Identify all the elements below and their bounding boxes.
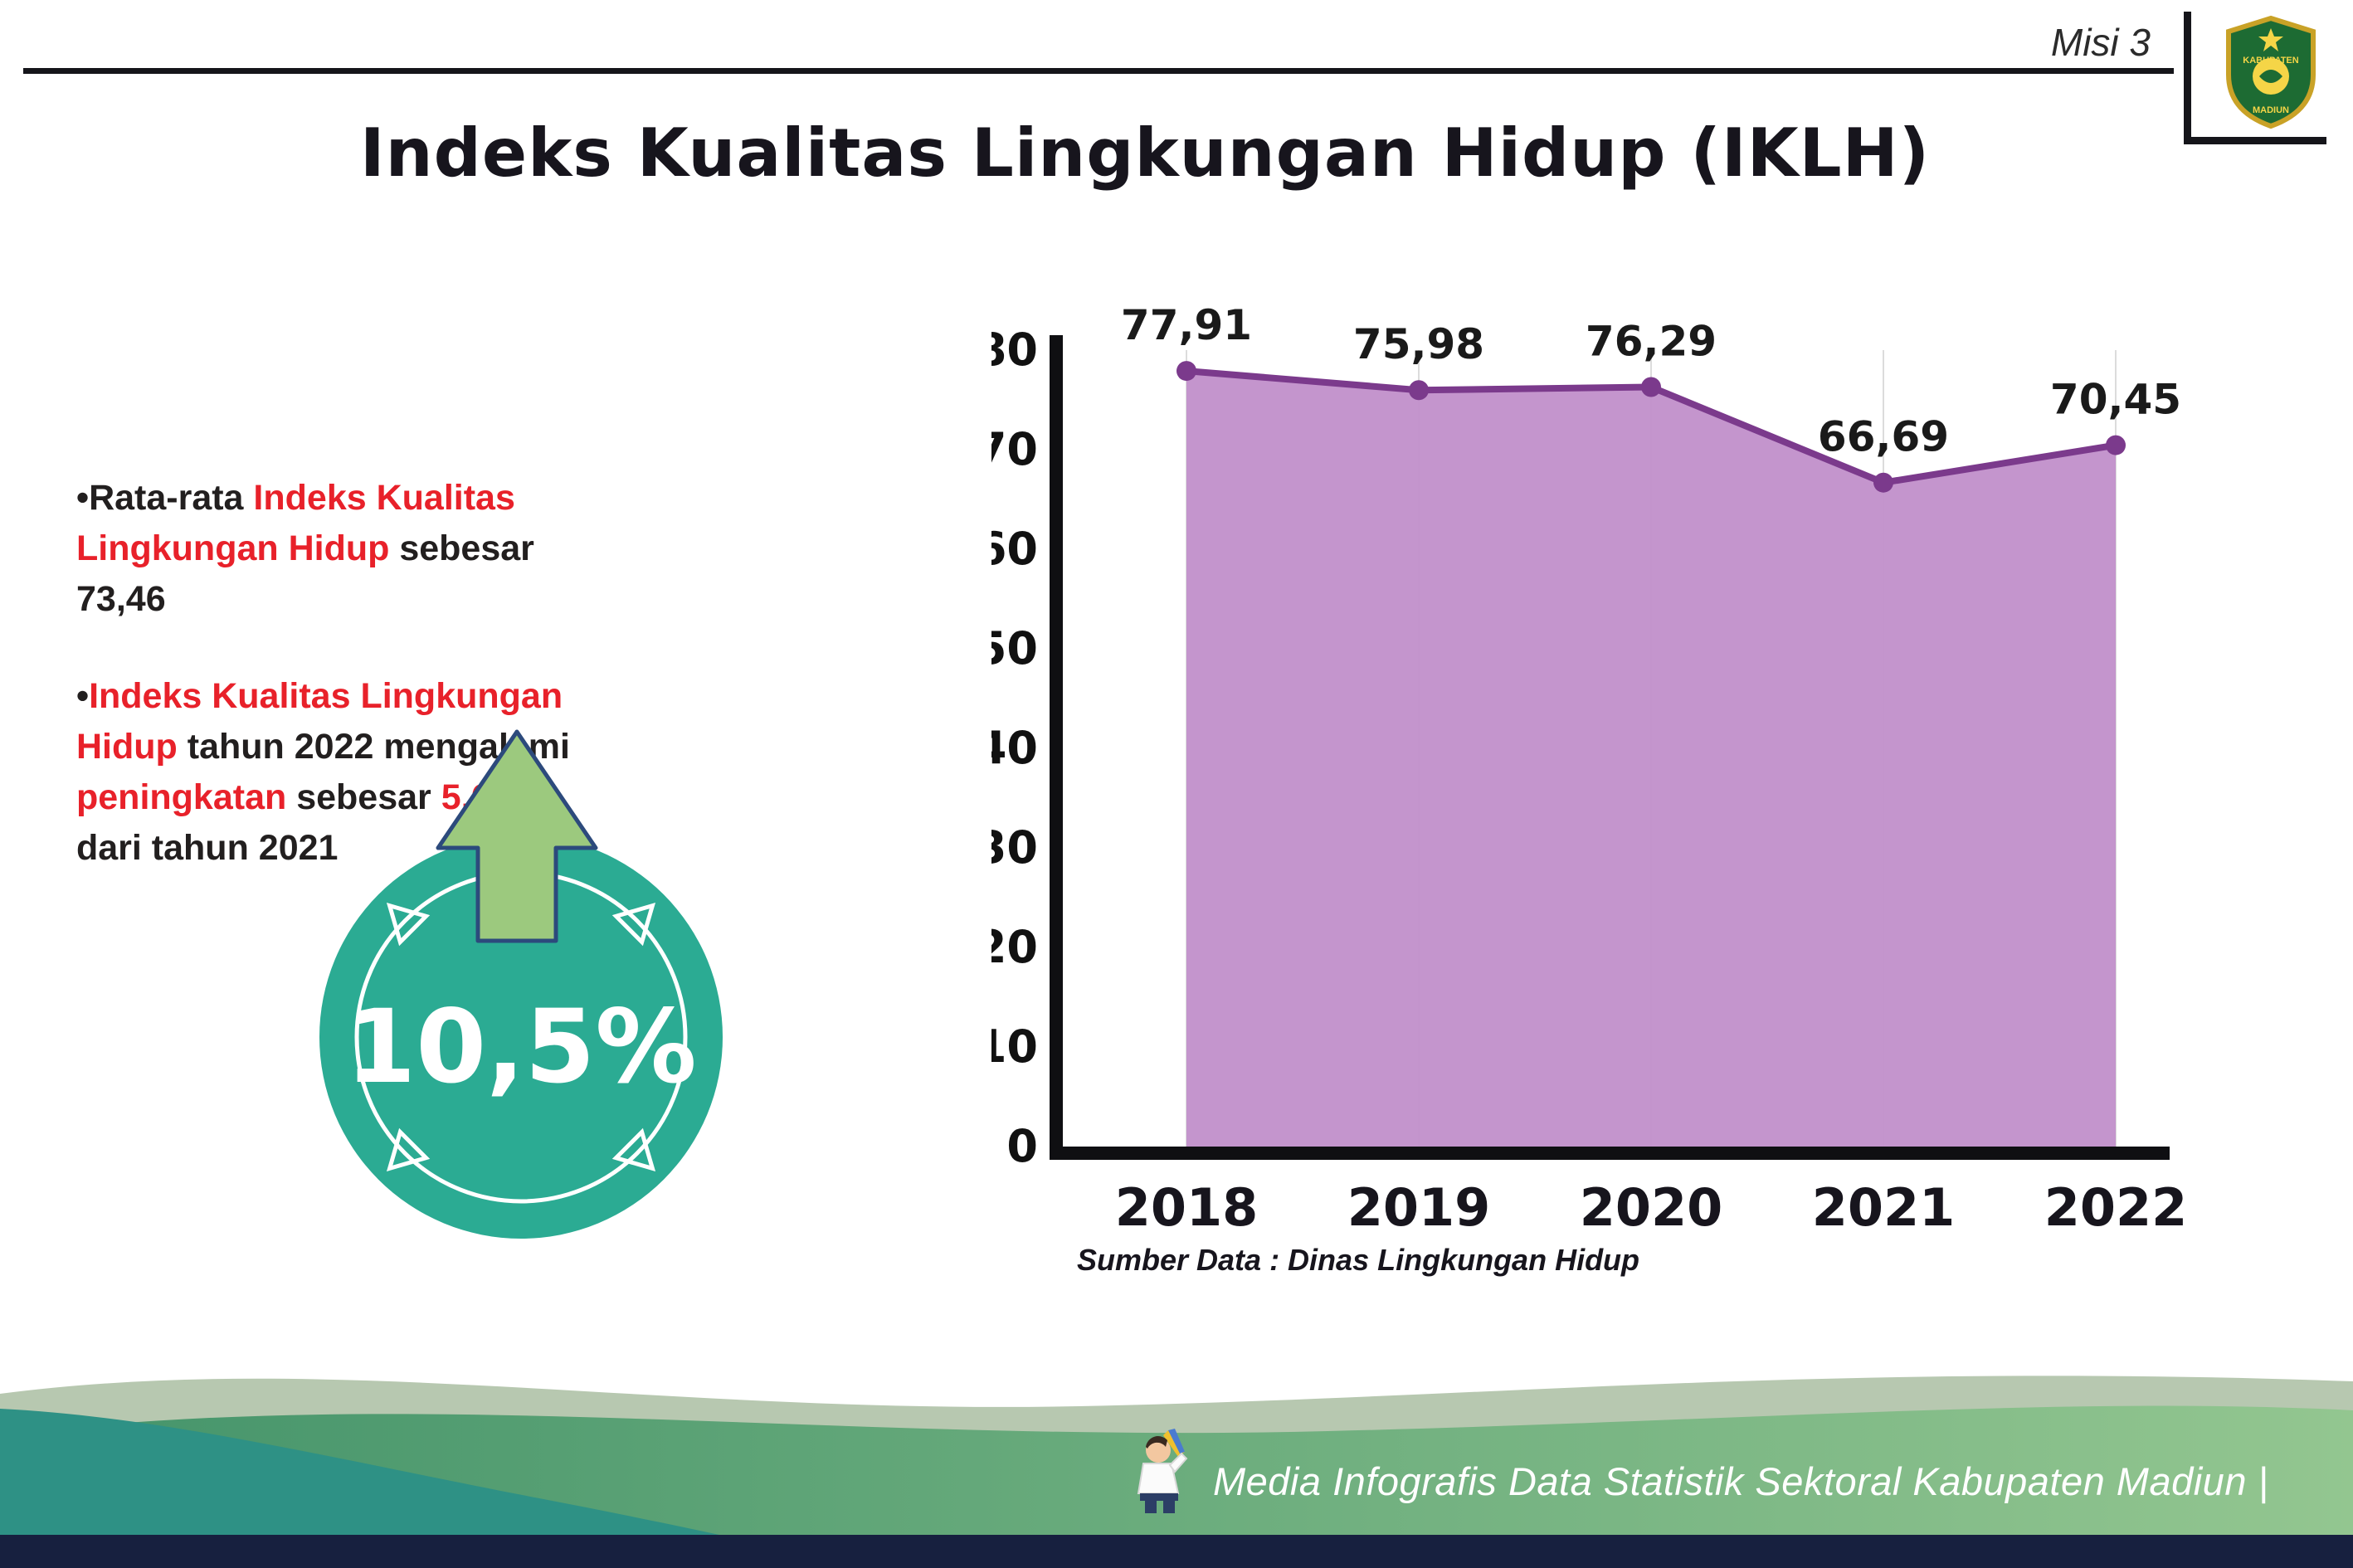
data-point: [1176, 361, 1196, 382]
y-tick-label: 10: [991, 1020, 1038, 1073]
y-tick-label: 50: [991, 622, 1038, 674]
x-tick-label: 2021: [1812, 1177, 1956, 1238]
y-tick-label: 70: [991, 423, 1038, 475]
bullet-item: •Indeks Kualitas Lingkungan Hidup tahun …: [76, 671, 616, 874]
bullet-text-part: Rata-rata: [89, 478, 254, 518]
point-label: 70,45: [2050, 376, 2181, 424]
x-tick-label: 2018: [1115, 1177, 1259, 1238]
ring-triangle-icon: [386, 1127, 431, 1172]
bullet-text-part: Indeks Kualitas Lingkungan Hidup: [76, 478, 515, 569]
mascot-icon: [1137, 1429, 1188, 1513]
page-title: Indeks Kualitas Lingkungan Hidup (IKLH): [359, 114, 1931, 192]
increase-badge: 10,5%: [314, 723, 745, 1271]
y-tick-label: 60: [991, 523, 1038, 575]
bullet-text-part: sebesar: [286, 777, 441, 818]
bullet-item: •Rata-rata Indeks Kualitas Lingkungan Hi…: [76, 473, 616, 625]
y-tick-label: 30: [991, 821, 1038, 874]
data-point: [1873, 472, 1893, 493]
data-point: [2106, 435, 2126, 455]
ring-triangle-icon: [611, 902, 656, 947]
data-point: [1641, 377, 1661, 397]
badge-value: 10,5%: [345, 988, 696, 1106]
up-arrow-icon: [436, 729, 598, 943]
point-label: 66,69: [1818, 413, 1949, 461]
x-tick-label: 2020: [1580, 1177, 1723, 1238]
y-tick-label: 80: [991, 324, 1038, 376]
wave-teal: [0, 1409, 863, 1568]
y-tick-label: 20: [991, 921, 1038, 973]
area-fill: [1186, 371, 2116, 1147]
y-axis: [1050, 335, 1063, 1160]
header-rule: [23, 68, 2174, 74]
x-axis: [1050, 1147, 2170, 1160]
bullet-text-part: sebesar 73,46: [76, 528, 534, 620]
chart-source-note: Sumber Data : Dinas Lingkungan Hidup: [1077, 1243, 1640, 1277]
bullet-list: •Rata-rata Indeks Kualitas Lingkungan Hi…: [76, 473, 616, 920]
bullet-text-part: peningkatan: [76, 777, 287, 818]
iklh-area-chart: 77,91 75,98 76,29 66,69 70,45 0 10 20 30 40 50 60 70…: [976, 292, 2203, 1329]
bullet-marker: •: [76, 676, 90, 717]
x-tick-label: 2022: [2044, 1177, 2188, 1238]
ring-triangle-icon: [386, 902, 431, 947]
bullet-text-part: dari tahun 2021: [76, 828, 339, 869]
footer-credit: Media Infografis Data Statistik Sektoral…: [1213, 1459, 2269, 1503]
bullet-marker: •: [76, 478, 90, 518]
shield-icon: KABUPATEN MADIUN: [2226, 15, 2316, 129]
point-label: 75,98: [1353, 320, 1484, 368]
y-tick-label: 0: [1006, 1120, 1038, 1172]
bullet-text-part: Indeks Kualitas Lingkungan Hidup: [76, 676, 563, 767]
ring-triangle-icon: [611, 1127, 656, 1172]
badge-circle: [319, 835, 723, 1239]
point-label: 77,91: [1121, 301, 1252, 349]
misi-label: Misi 3: [2050, 21, 2151, 64]
kabupaten-madiun-logo: KABUPATEN MADIUN: [2184, 12, 2326, 144]
point-label: 76,29: [1586, 318, 1717, 366]
svg-text:KABUPATEN: KABUPATEN: [2243, 56, 2298, 66]
y-tick-label: 40: [991, 722, 1038, 774]
footer-navy-bar: [0, 1535, 2353, 1568]
svg-text:MADIUN: MADIUN: [2253, 105, 2289, 115]
data-point: [1409, 380, 1429, 401]
x-tick-label: 2019: [1347, 1177, 1491, 1238]
